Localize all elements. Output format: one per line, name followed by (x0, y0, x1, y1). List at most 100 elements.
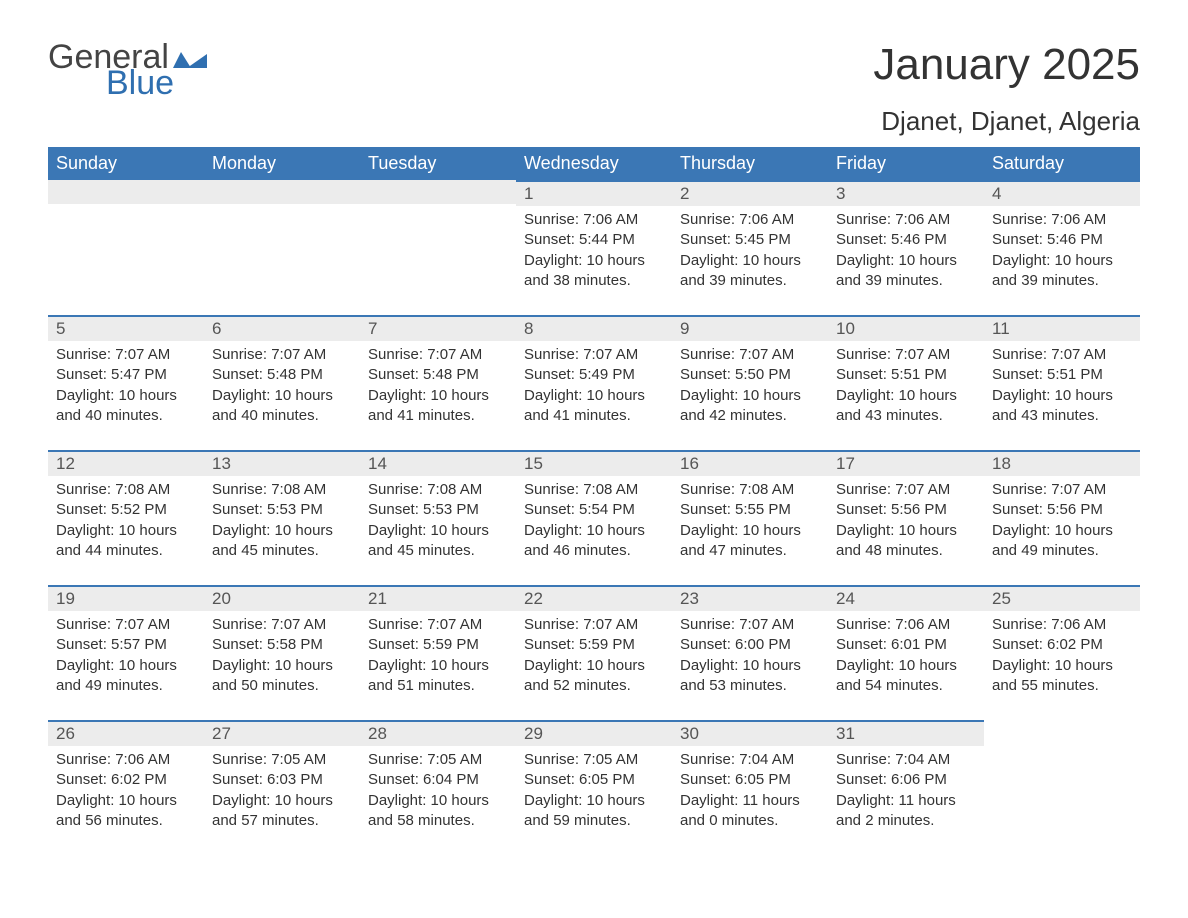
day-details: Sunrise: 7:07 AMSunset: 5:56 PMDaylight:… (984, 480, 1140, 561)
empty-day-bar (204, 180, 360, 204)
sunset-line: Sunset: 5:50 PM (680, 365, 820, 385)
sunset-line: Sunset: 5:51 PM (836, 365, 976, 385)
calendar-body: 1Sunrise: 7:06 AMSunset: 5:44 PMDaylight… (48, 180, 1140, 855)
sunrise-line: Sunrise: 7:05 AM (212, 750, 352, 770)
daylight-line: Daylight: 10 hours and 44 minutes. (56, 521, 196, 562)
daylight-line: Daylight: 10 hours and 39 minutes. (680, 251, 820, 292)
daylight-line: Daylight: 10 hours and 57 minutes. (212, 791, 352, 832)
day-details: Sunrise: 7:06 AMSunset: 6:02 PMDaylight:… (984, 615, 1140, 696)
daylight-line: Daylight: 10 hours and 45 minutes. (368, 521, 508, 562)
calendar-cell: 22 Sunrise: 7:07 AMSunset: 5:59 PMDayligh… (516, 585, 672, 720)
calendar-cell: 29Sunrise: 7:05 AMSunset: 6:05 PMDayligh… (516, 720, 672, 855)
calendar-cell: 24Sunrise: 7:06 AMSunset: 6:01 PMDayligh… (828, 585, 984, 720)
calendar-cell (204, 180, 360, 315)
calendar-cell (984, 720, 1140, 855)
sunset-line: Sunset: 6:02 PM (992, 635, 1132, 655)
daylight-line: Daylight: 10 hours and 59 minutes. (524, 791, 664, 832)
calendar-cell: 21Sunrise: 7:07 AMSunset: 5:59 PMDayligh… (360, 585, 516, 720)
page-title: January 2025 (873, 40, 1140, 90)
daylight-line: Daylight: 10 hours and 42 minutes. (680, 386, 820, 427)
sunset-line: Sunset: 5:48 PM (368, 365, 508, 385)
calendar-cell: 18Sunrise: 7:07 AMSunset: 5:56 PMDayligh… (984, 450, 1140, 585)
weekday-header: Sunday (48, 147, 204, 180)
daylight-line: Daylight: 10 hours and 40 minutes. (56, 386, 196, 427)
sunset-line: Sunset: 6:03 PM (212, 770, 352, 790)
day-details: Sunrise: 7:07 AMSunset: 5:56 PMDaylight:… (828, 480, 984, 561)
weekday-header: Thursday (672, 147, 828, 180)
daylight-line: Daylight: 10 hours and 49 minutes. (992, 521, 1132, 562)
sunset-line: Sunset: 5:59 PM (368, 635, 508, 655)
sunset-line: Sunset: 5:56 PM (992, 500, 1132, 520)
day-number: 1 (516, 180, 672, 206)
sunset-line: Sunset: 5:59 PM (524, 635, 664, 655)
day-details: Sunrise: 7:08 AMSunset: 5:52 PMDaylight:… (48, 480, 204, 561)
daylight-line: Daylight: 10 hours and 54 minutes. (836, 656, 976, 697)
logo: General Blue (48, 40, 207, 100)
sunset-line: Sunset: 5:52 PM (56, 500, 196, 520)
day-details: Sunrise: 7:08 AMSunset: 5:53 PMDaylight:… (204, 480, 360, 561)
calendar-cell: 3Sunrise: 7:06 AMSunset: 5:46 PMDaylight… (828, 180, 984, 315)
sunset-line: Sunset: 5:48 PM (212, 365, 352, 385)
day-details: Sunrise: 7:07 AMSunset: 5:49 PMDaylight:… (516, 345, 672, 426)
day-number: 8 (516, 315, 672, 341)
day-number: 26 (48, 720, 204, 746)
sunset-line: Sunset: 5:46 PM (992, 230, 1132, 250)
empty-day-bar (360, 180, 516, 204)
sunrise-line: Sunrise: 7:07 AM (212, 345, 352, 365)
sunrise-line: Sunrise: 7:08 AM (212, 480, 352, 500)
daylight-line: Daylight: 10 hours and 58 minutes. (368, 791, 508, 832)
day-number: 27 (204, 720, 360, 746)
calendar-cell: 26Sunrise: 7:06 AMSunset: 6:02 PMDayligh… (48, 720, 204, 855)
daylight-line: Daylight: 10 hours and 41 minutes. (368, 386, 508, 427)
sunset-line: Sunset: 6:04 PM (368, 770, 508, 790)
sunset-line: Sunset: 5:47 PM (56, 365, 196, 385)
sunrise-line: Sunrise: 7:06 AM (56, 750, 196, 770)
day-number: 13 (204, 450, 360, 476)
sunrise-line: Sunrise: 7:07 AM (524, 615, 664, 635)
sunrise-line: Sunrise: 7:07 AM (992, 480, 1132, 500)
sunset-line: Sunset: 5:51 PM (992, 365, 1132, 385)
day-details: Sunrise: 7:07 AMSunset: 5:48 PMDaylight:… (360, 345, 516, 426)
day-number: 11 (984, 315, 1140, 341)
day-details: Sunrise: 7:07 AMSunset: 5:47 PMDaylight:… (48, 345, 204, 426)
sunset-line: Sunset: 5:45 PM (680, 230, 820, 250)
day-details: Sunrise: 7:07 AMSunset: 5:51 PMDaylight:… (828, 345, 984, 426)
sunrise-line: Sunrise: 7:06 AM (836, 210, 976, 230)
day-details: Sunrise: 7:07 AMSunset: 5:51 PMDaylight:… (984, 345, 1140, 426)
day-number: 2 (672, 180, 828, 206)
day-number: 15 (516, 450, 672, 476)
sunrise-line: Sunrise: 7:07 AM (836, 345, 976, 365)
calendar-cell: 30Sunrise: 7:04 AMSunset: 6:05 PMDayligh… (672, 720, 828, 855)
day-details: Sunrise: 7:06 AMSunset: 5:46 PMDaylight:… (828, 210, 984, 291)
daylight-line: Daylight: 11 hours and 2 minutes. (836, 791, 976, 832)
sunset-line: Sunset: 6:05 PM (524, 770, 664, 790)
calendar-cell: 1Sunrise: 7:06 AMSunset: 5:44 PMDaylight… (516, 180, 672, 315)
daylight-line: Daylight: 10 hours and 48 minutes. (836, 521, 976, 562)
day-number: 6 (204, 315, 360, 341)
day-details: Sunrise: 7:04 AMSunset: 6:05 PMDaylight:… (672, 750, 828, 831)
calendar-cell: 11 Sunrise: 7:07 AMSunset: 5:51 PMDayligh… (984, 315, 1140, 450)
calendar-cell: 6 Sunrise: 7:07 AMSunset: 5:48 PMDaylight… (204, 315, 360, 450)
daylight-line: Daylight: 10 hours and 53 minutes. (680, 656, 820, 697)
weekday-header: Tuesday (360, 147, 516, 180)
day-number: 12 (48, 450, 204, 476)
sunrise-line: Sunrise: 7:05 AM (524, 750, 664, 770)
sunrise-line: Sunrise: 7:08 AM (368, 480, 508, 500)
calendar-week-row: 5Sunrise: 7:07 AMSunset: 5:47 PMDaylight… (48, 315, 1140, 450)
daylight-line: Daylight: 10 hours and 43 minutes. (992, 386, 1132, 427)
calendar-week-row: 19Sunrise: 7:07 AMSunset: 5:57 PMDayligh… (48, 585, 1140, 720)
day-details: Sunrise: 7:06 AMSunset: 5:46 PMDaylight:… (984, 210, 1140, 291)
sunset-line: Sunset: 6:05 PM (680, 770, 820, 790)
sunrise-line: Sunrise: 7:06 AM (992, 210, 1132, 230)
daylight-line: Daylight: 10 hours and 52 minutes. (524, 656, 664, 697)
day-number: 20 (204, 585, 360, 611)
calendar-cell: 14Sunrise: 7:08 AMSunset: 5:53 PMDayligh… (360, 450, 516, 585)
day-details: Sunrise: 7:07 AMSunset: 5:58 PMDaylight:… (204, 615, 360, 696)
sunrise-line: Sunrise: 7:07 AM (56, 615, 196, 635)
weekday-header-row: SundayMondayTuesdayWednesdayThursdayFrid… (48, 147, 1140, 180)
sunset-line: Sunset: 5:53 PM (212, 500, 352, 520)
day-details: Sunrise: 7:06 AMSunset: 6:01 PMDaylight:… (828, 615, 984, 696)
calendar-cell: 28Sunrise: 7:05 AMSunset: 6:04 PMDayligh… (360, 720, 516, 855)
day-details: Sunrise: 7:07 AMSunset: 5:48 PMDaylight:… (204, 345, 360, 426)
day-number: 22 (516, 585, 672, 611)
